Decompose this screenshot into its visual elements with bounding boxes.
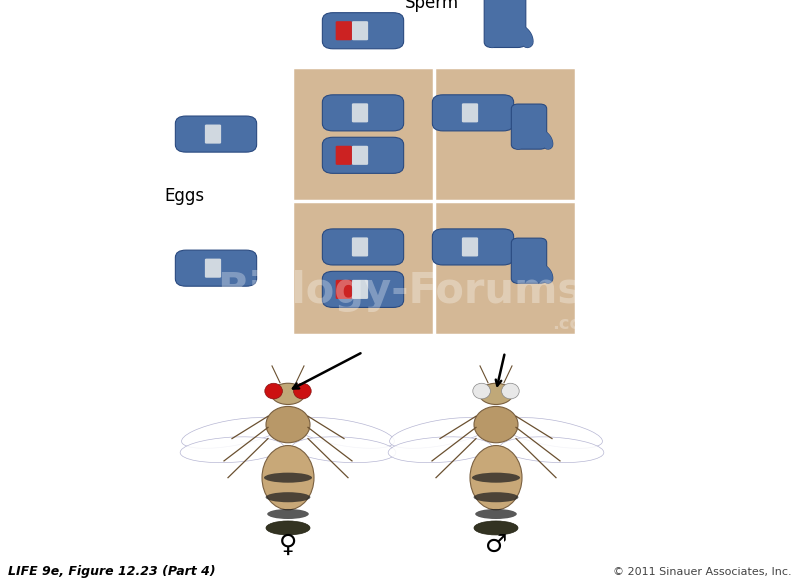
FancyBboxPatch shape xyxy=(484,0,526,47)
Ellipse shape xyxy=(180,437,284,463)
FancyBboxPatch shape xyxy=(322,137,404,173)
Ellipse shape xyxy=(470,446,522,510)
Ellipse shape xyxy=(472,473,520,483)
Text: LIFE 9e, Figure 12.23 (Part 4): LIFE 9e, Figure 12.23 (Part 4) xyxy=(8,565,216,579)
Ellipse shape xyxy=(266,492,310,503)
Ellipse shape xyxy=(266,407,310,443)
Ellipse shape xyxy=(479,383,513,404)
FancyBboxPatch shape xyxy=(511,238,546,283)
FancyBboxPatch shape xyxy=(432,229,514,265)
FancyBboxPatch shape xyxy=(336,21,352,40)
FancyBboxPatch shape xyxy=(352,146,368,165)
FancyBboxPatch shape xyxy=(205,125,221,144)
Ellipse shape xyxy=(390,418,490,448)
Text: Sperm: Sperm xyxy=(405,0,459,12)
FancyBboxPatch shape xyxy=(352,21,368,40)
Ellipse shape xyxy=(473,383,490,399)
Ellipse shape xyxy=(271,383,305,404)
Text: ♂: ♂ xyxy=(485,533,507,557)
Ellipse shape xyxy=(474,492,518,503)
Ellipse shape xyxy=(292,437,396,463)
Text: ♀: ♀ xyxy=(279,533,297,557)
FancyBboxPatch shape xyxy=(352,104,368,122)
FancyBboxPatch shape xyxy=(336,280,352,299)
Ellipse shape xyxy=(182,418,282,448)
FancyBboxPatch shape xyxy=(322,229,404,265)
Ellipse shape xyxy=(475,509,517,519)
Ellipse shape xyxy=(269,523,307,533)
Ellipse shape xyxy=(474,407,518,443)
FancyBboxPatch shape xyxy=(352,238,368,256)
Text: Biology-Forums: Biology-Forums xyxy=(218,270,582,311)
FancyBboxPatch shape xyxy=(462,104,478,122)
FancyBboxPatch shape xyxy=(432,95,514,131)
FancyBboxPatch shape xyxy=(205,259,221,278)
Ellipse shape xyxy=(265,383,282,399)
FancyBboxPatch shape xyxy=(175,116,257,152)
Ellipse shape xyxy=(262,446,314,510)
Text: .com: .com xyxy=(552,315,600,333)
Text: Eggs: Eggs xyxy=(164,187,204,205)
Ellipse shape xyxy=(474,521,518,535)
FancyBboxPatch shape xyxy=(352,280,368,299)
FancyBboxPatch shape xyxy=(336,146,352,165)
FancyBboxPatch shape xyxy=(462,238,478,256)
Ellipse shape xyxy=(294,383,311,399)
Ellipse shape xyxy=(502,383,519,399)
Text: © 2011 Sinauer Associates, Inc.: © 2011 Sinauer Associates, Inc. xyxy=(614,567,792,577)
FancyBboxPatch shape xyxy=(322,13,404,49)
FancyBboxPatch shape xyxy=(292,67,576,335)
Ellipse shape xyxy=(266,521,310,535)
Ellipse shape xyxy=(500,437,604,463)
Ellipse shape xyxy=(294,418,394,448)
Ellipse shape xyxy=(502,418,602,448)
Ellipse shape xyxy=(267,509,309,519)
FancyBboxPatch shape xyxy=(175,250,257,286)
FancyBboxPatch shape xyxy=(322,271,404,308)
FancyBboxPatch shape xyxy=(322,95,404,131)
Ellipse shape xyxy=(388,437,492,463)
FancyBboxPatch shape xyxy=(511,104,546,149)
Ellipse shape xyxy=(477,523,515,533)
Ellipse shape xyxy=(264,473,312,483)
